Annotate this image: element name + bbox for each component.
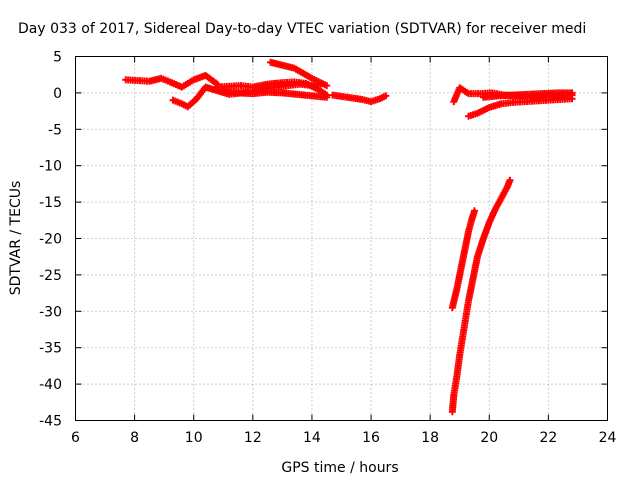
x-tick-label: 18 [421,430,439,446]
chart-title: Day 033 of 2017, Sidereal Day-to-day VTE… [18,21,586,37]
series-track-6 [329,91,390,106]
x-tick-label: 10 [185,430,203,446]
series-track-1 [122,71,221,91]
y-tick-label: -30 [39,304,62,320]
x-tick-label: 12 [244,430,262,446]
y-tick-label: -45 [39,414,62,430]
grid-lines [75,56,608,421]
series-track-10 [448,207,478,312]
series-track-5 [267,58,331,90]
y-axis-label: SDTVAR / TECUs [8,181,24,296]
series-track-9 [479,89,576,101]
y-tick-label: -5 [48,122,62,138]
x-tick-label: 8 [130,430,139,446]
y-tick-label: 5 [53,50,62,66]
x-tick-label: 22 [539,430,557,446]
y-tick-label: 0 [53,86,62,102]
x-tick-label: 20 [480,430,498,446]
data-series [122,58,576,416]
y-tick-label: -25 [39,268,62,284]
x-tick-label: 14 [303,430,321,446]
y-tick-label: -35 [39,341,62,357]
series-track-3 [213,78,331,99]
series-track-8 [465,95,576,120]
axis-ticks: 6 8 10 12 14 16 18 20 22 24 5 0 -5 -10 -15 -20 -25 -30 -35… [39,50,616,447]
x-tick-label: 24 [599,430,617,446]
x-tick-label: 16 [362,430,380,446]
series-track-4 [219,87,331,101]
y-tick-label: -20 [39,232,62,248]
series-track-11 [448,176,514,416]
y-tick-label: -15 [39,195,62,211]
y-tick-label: -40 [39,377,62,393]
x-axis-label: GPS time / hours [281,460,398,476]
x-tick-label: 6 [71,430,80,446]
y-tick-label: -10 [39,159,62,175]
